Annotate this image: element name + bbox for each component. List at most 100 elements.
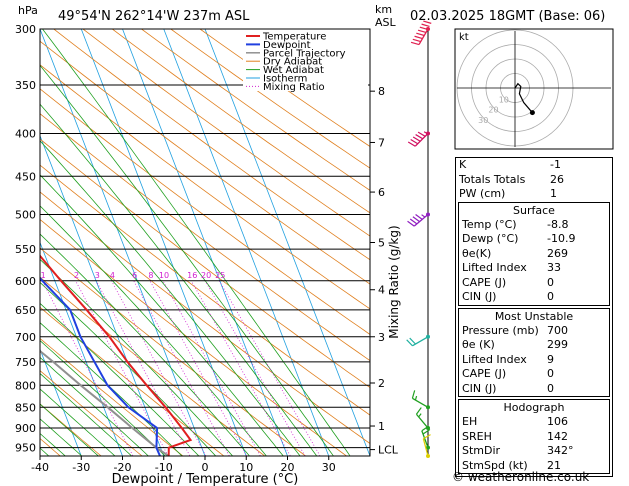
wet-adiabat-line xyxy=(40,356,149,456)
wind-barbs xyxy=(406,20,432,458)
copyright: © weatheronline.co.uk xyxy=(452,470,590,484)
pressure-tick-label: 850 xyxy=(15,401,36,414)
index-label: K xyxy=(459,158,467,171)
surface-label: CAPE (J) xyxy=(462,275,507,289)
pressure-tick-label: 900 xyxy=(15,422,36,435)
legend-label: Dry Adiabat xyxy=(263,57,322,68)
wind-barb-dot xyxy=(426,445,430,450)
index-row: K -1 xyxy=(456,158,612,173)
mixing-ratio-label: 10 xyxy=(159,271,169,280)
wind-barb-half-feather xyxy=(421,214,426,218)
isotherm-line xyxy=(40,134,165,456)
dry-adiabat-line xyxy=(0,4,31,466)
most-unstable-label: Lifted Index xyxy=(462,352,527,366)
most-unstable-label: CIN (J) xyxy=(462,381,497,395)
km-label: km xyxy=(375,3,392,16)
hodograph-ring-label: 10 xyxy=(499,95,509,104)
most-unstable-label: θe (K) xyxy=(462,338,495,351)
surface-label: θe(K) xyxy=(462,246,492,260)
surface-value: -10.9 xyxy=(547,232,576,245)
hodograph-trace xyxy=(514,82,533,114)
wind-barb-feather xyxy=(410,138,419,145)
temperature-line xyxy=(40,254,193,456)
surface-label: Temp (°C) xyxy=(462,217,517,231)
index-value: 26 xyxy=(550,172,564,186)
x-tick-label: 0 xyxy=(202,461,209,474)
index-label: Totals Totals xyxy=(459,172,526,186)
wind-barb-half-feather xyxy=(418,413,422,418)
surface-label: Lifted Index xyxy=(462,261,527,274)
most-unstable-value: 9 xyxy=(547,352,554,366)
dry-adiabat-line xyxy=(40,164,370,416)
mixing-ratio-line xyxy=(204,280,306,456)
wind-barb-feather xyxy=(415,134,424,140)
indices-table: K -1 Totals Totals 26 PW (cm) 1 Surface Temp … xyxy=(455,157,613,477)
axes: 3003504004505005506006507007508008509009… xyxy=(15,23,399,474)
pressure-tick-label: 650 xyxy=(15,304,36,317)
pressure-tick-label: 950 xyxy=(15,442,36,455)
wet-adiabat-line xyxy=(40,258,234,456)
pressure-tick-label: 300 xyxy=(15,23,36,36)
wind-barb-feather xyxy=(414,35,423,40)
surface-value: 33 xyxy=(547,261,561,274)
mixing-ratio-line xyxy=(111,280,207,456)
pressure-tick-label: 600 xyxy=(15,275,36,288)
wind-barb-feather xyxy=(407,141,416,147)
wet-adiabat-line xyxy=(40,432,66,456)
pressure-tick-label: 550 xyxy=(15,243,36,256)
most-unstable-label: CAPE (J) xyxy=(462,367,507,380)
wet-adiabat-line xyxy=(40,418,83,456)
most-unstable-row: θe (K) 299 xyxy=(459,338,609,353)
wind-barb-feather xyxy=(407,220,415,227)
isotherm-line xyxy=(40,348,82,456)
x-tick-label: -10 xyxy=(155,461,173,474)
hodograph-param-label: StmDir xyxy=(462,444,501,457)
km-tick-label: 1 xyxy=(378,420,385,433)
surface-value: 269 xyxy=(547,246,568,260)
x-tick-label: -40 xyxy=(31,461,49,474)
hodograph-param-row: StmSpd (kt) 21 xyxy=(459,459,609,474)
surface-value: 0 xyxy=(547,275,554,289)
km-tick-label: 3 xyxy=(378,331,385,344)
hodograph-param-label: SREH xyxy=(462,429,492,443)
dewpoint-line xyxy=(40,276,161,456)
mixing-ratio-line xyxy=(133,280,230,456)
most-unstable-label: Pressure (mb) xyxy=(462,323,539,337)
wet-adiabat-line xyxy=(40,340,166,456)
wind-barb-feather xyxy=(415,407,422,415)
index-value: -1 xyxy=(550,158,561,171)
most-unstable-section: Most Unstable Pressure (mb) 700 θe (K) 299 L… xyxy=(458,307,610,397)
mixing-ratio-label: 2 xyxy=(74,271,79,280)
wind-barb-feather xyxy=(409,218,418,225)
x-tick-label: -30 xyxy=(72,461,90,474)
hodograph-title: Hodograph xyxy=(503,401,565,414)
most-unstable-row: CAPE (J) 0 xyxy=(459,367,609,382)
surface-row: Dewp (°C) -10.9 xyxy=(459,232,609,247)
wind-barb-staff xyxy=(422,438,429,457)
hodograph-param-value: 21 xyxy=(547,458,561,472)
legend-label: Isotherm xyxy=(263,74,307,85)
most-unstable-title: Most Unstable xyxy=(494,309,574,323)
wind-barb-feather xyxy=(423,20,432,24)
hodograph-section: Hodograph EH 106 SREH 142 StmDir 342° StmSpd (… xyxy=(458,399,610,474)
hpa-label: hPa xyxy=(18,4,38,17)
wind-barb-half-feather xyxy=(414,395,418,401)
wet-adiabat-line xyxy=(0,4,44,466)
legend-label: Parcel Trajectory xyxy=(263,48,346,59)
isotherm-line xyxy=(40,454,41,456)
hodograph-param-value: 142 xyxy=(547,429,568,443)
hodograph-storm-marker xyxy=(529,110,535,116)
wind-barb-feather xyxy=(421,23,430,27)
x-axis-label: Dewpoint / Temperature (°C) xyxy=(112,472,299,486)
most-unstable-row: CIN (J) 0 xyxy=(459,382,609,397)
wind-barb-dot xyxy=(426,131,430,136)
km-tick-label: 4 xyxy=(378,284,385,297)
mixing-ratio-line xyxy=(41,280,134,456)
hodograph-param-row: StmDir 342° xyxy=(459,444,609,459)
wet-adiabat-line xyxy=(40,388,116,456)
km-tick-label: 7 xyxy=(378,136,385,149)
wind-barb-staff xyxy=(415,413,429,429)
hodograph-param-label: StmSpd (kt) xyxy=(462,458,528,472)
mixing-ratio-line xyxy=(190,280,291,456)
